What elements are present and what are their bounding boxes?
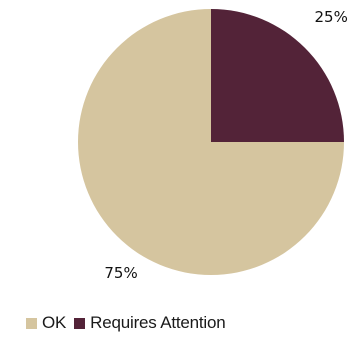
legend: OK Requires Attention [26,313,234,333]
legend-swatch-requires-attention [74,317,86,329]
legend-item-requires-attention: Requires Attention [74,313,226,333]
data-label-ok: 75% [104,264,137,282]
legend-label-requires-attention: Requires Attention [90,313,226,332]
legend-label-ok: OK [42,313,67,332]
pie-chart: 25% 75% [78,8,348,282]
legend-item-ok: OK [26,313,66,333]
data-label-requires-attention: 25% [314,8,347,26]
slice-requires-attention [211,9,344,142]
slice-ok [78,9,344,275]
legend-swatch-ok [26,317,37,329]
